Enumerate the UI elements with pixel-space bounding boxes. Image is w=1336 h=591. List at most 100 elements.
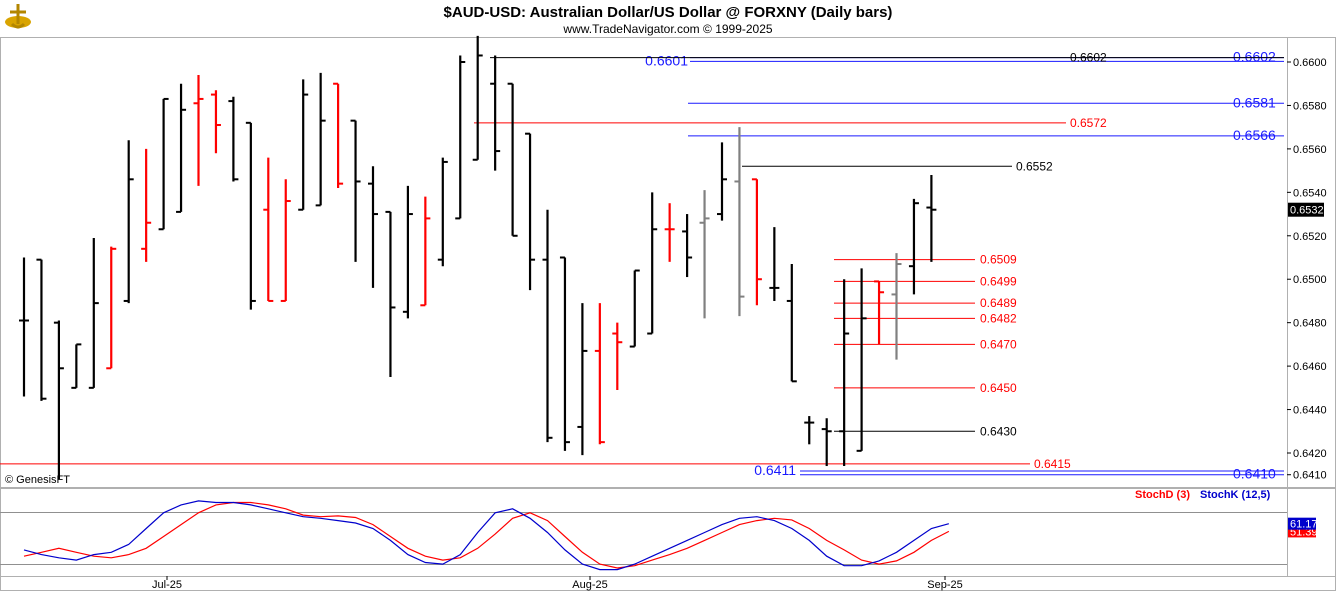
last-price-badge [1288, 202, 1324, 217]
chart-subtitle: www.TradeNavigator.com © 1999-2025 [562, 22, 772, 36]
stoch-value-badge [1288, 517, 1316, 530]
date-tick-label: Sep-25 [927, 579, 962, 591]
ohlc-bar [874, 280, 885, 345]
ohlc-bar [88, 237, 99, 389]
price-tick-label: 0.6500 [1293, 274, 1327, 286]
stoch-value-label: 61.17 [1290, 519, 1318, 531]
legend-stoch-k: StochK (12,5) [1200, 489, 1271, 501]
ohlc-bar [71, 343, 82, 389]
ohlc-bar [368, 166, 378, 288]
price-tick-label: 0.6580 [1293, 100, 1327, 112]
ohlc-bar [210, 90, 221, 154]
price-tick-label: 0.6420 [1293, 448, 1327, 460]
level-label: 0.6415 [1034, 457, 1071, 471]
stoch-d-line [23, 501, 950, 569]
price-tick-label: 0.6410 [1293, 470, 1327, 482]
price-tick-label: 0.6540 [1293, 187, 1327, 199]
level-label: 0.6489 [980, 296, 1017, 310]
ohlc-bar [647, 192, 658, 335]
ohlc-bar [472, 35, 483, 161]
ohlc-bar [821, 418, 832, 467]
ohlc-bar [839, 279, 850, 467]
legend-stoch-d: StochD (3) [1135, 489, 1190, 501]
ohlc-bar [891, 253, 902, 360]
ohlc-bar [19, 257, 29, 397]
ohlc-bar [804, 416, 815, 445]
price-tick-label: 0.6460 [1293, 361, 1327, 373]
ohlc-bar [786, 264, 797, 383]
level-label: 0.6470 [980, 337, 1017, 351]
price-panel [0, 37, 1288, 488]
ohlc-bar [193, 75, 204, 186]
ohlc-bar [594, 303, 605, 445]
logo-anchor-shape [10, 4, 26, 29]
level-label: 0.6411 [754, 462, 796, 478]
ohlc-bar [664, 203, 675, 262]
ohlc-bar [490, 55, 501, 171]
level-label: 0.6450 [980, 381, 1017, 395]
ohlc-bar [507, 82, 518, 237]
date-tick-label: Jul-25 [152, 579, 182, 591]
ohlc-bar [734, 127, 745, 317]
price-axis-panel [1287, 37, 1336, 488]
level-label: 0.6581 [1233, 94, 1276, 110]
levels-layer: 0.6602 0.6601 0.6602 0.6581 0.6572 0.6566 0.65… [0, 49, 1284, 482]
date-axis-ticks: Jul-25 Aug-25 Sep-25 [152, 576, 963, 591]
level-label: 0.6602 [1233, 49, 1276, 65]
ohlc-bar [699, 190, 710, 319]
ohlc-bar [612, 322, 623, 391]
ohlc-bar [717, 142, 727, 221]
price-tick-label: 0.6600 [1293, 57, 1327, 69]
ohlc-bar [559, 256, 570, 451]
ohlc-bar [856, 268, 867, 452]
ohlc-bar [158, 97, 169, 231]
bars-layer [19, 35, 937, 480]
level-label: 0.6499 [980, 274, 1017, 288]
level-label: 0.6602 [1070, 51, 1107, 65]
ohlc-bar [123, 140, 134, 304]
ohlc-bar [402, 185, 413, 319]
ohlc-bar [228, 96, 239, 182]
ohlc-bar [751, 178, 762, 306]
stochastic-panel [0, 488, 1288, 577]
ohlc-bar [53, 320, 64, 480]
ohlc-bar [141, 148, 152, 262]
logo-icon [5, 4, 31, 29]
level-label: 0.6410 [1233, 466, 1276, 482]
ohlc-bar [542, 209, 553, 443]
ohlc-bar [333, 82, 344, 188]
level-label: 0.6509 [980, 253, 1017, 267]
stoch-k-line [23, 500, 950, 571]
price-tick-label: 0.6440 [1293, 405, 1327, 417]
ohlc-bar [908, 198, 919, 295]
ohlc-bar [36, 258, 47, 401]
ohlc-bar [176, 83, 187, 213]
ohlc-bar [263, 157, 274, 302]
ohlc-bar [926, 174, 937, 262]
level-label: 0.6566 [1233, 127, 1276, 143]
price-axis: 0.6600 0.6580 0.6560 0.6540 0.6520 0.6500 0.64… [1287, 57, 1327, 482]
date-axis [0, 576, 1336, 591]
price-tick-label: 0.6560 [1293, 144, 1327, 156]
ohlc-bar [350, 119, 361, 262]
last-price-label: 0.6532 [1290, 205, 1324, 217]
date-tick-label: Aug-25 [572, 579, 607, 591]
level-label: 0.6572 [1070, 116, 1107, 130]
ohlc-bar [420, 196, 431, 307]
ohlc-bar [280, 179, 291, 302]
ohlc-bar [298, 79, 309, 211]
level-label: 0.6430 [980, 424, 1017, 438]
ohlc-bar [385, 210, 396, 377]
ohlc-bar [455, 55, 466, 220]
ohlc-bar [106, 246, 117, 370]
chart-title: $AUD-USD: Australian Dollar/US Dollar @ … [444, 4, 893, 21]
level-label: 0.6482 [980, 311, 1017, 325]
ohlc-bar [525, 132, 536, 291]
level-label: 0.6552 [1016, 159, 1053, 173]
ohlc-bar [315, 72, 326, 207]
copyright-label: © GenesisFT [5, 474, 70, 486]
price-tick-label: 0.6520 [1293, 231, 1327, 243]
ohlc-bar [629, 269, 640, 348]
